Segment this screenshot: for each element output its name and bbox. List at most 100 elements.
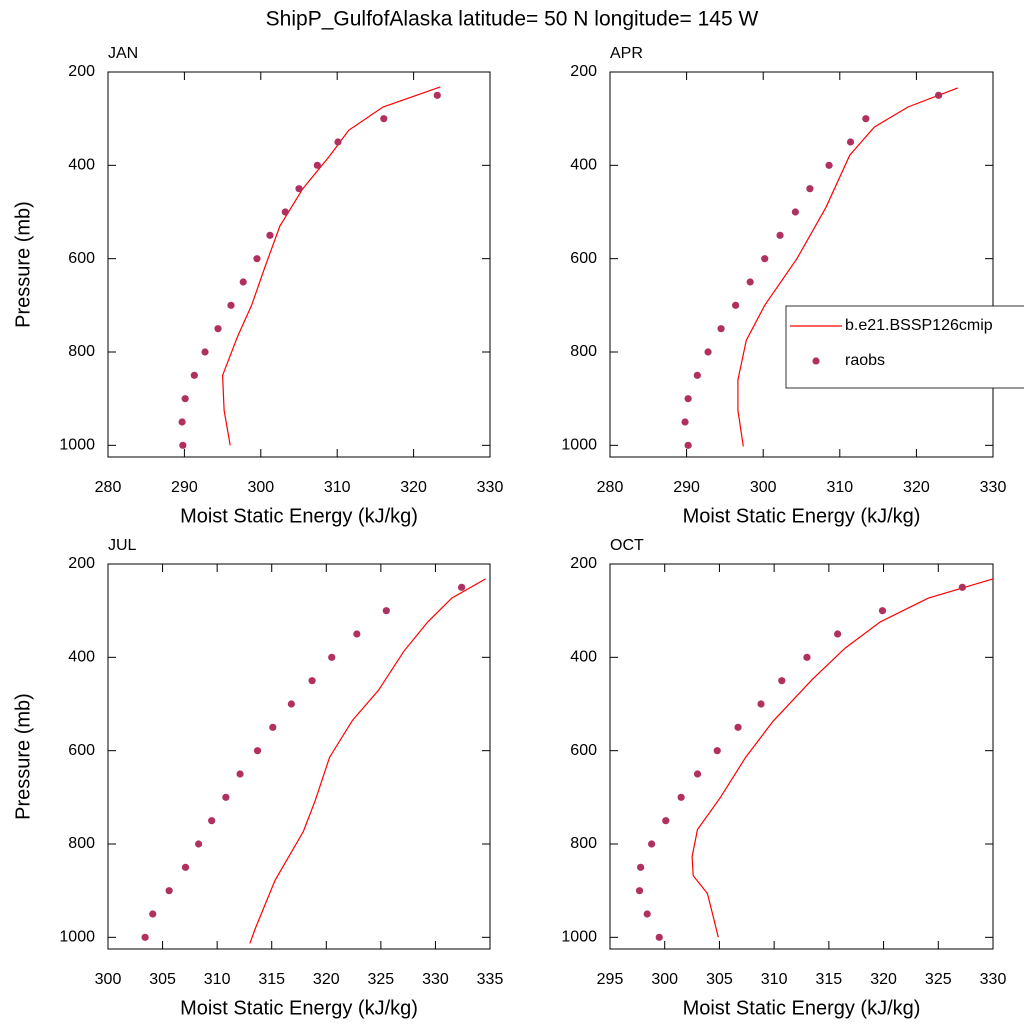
obs-point bbox=[313, 161, 321, 169]
legend-label: b.e21.BSSP126cmip bbox=[845, 317, 993, 334]
x-tick-label: 330 bbox=[980, 479, 1007, 496]
x-axis-label: Moist Static Energy (kJ/kg) bbox=[180, 505, 418, 527]
panel: 300 305 310 315 320 325 330 335 200 400 600 800 1000… bbox=[12, 537, 503, 1019]
obs-point bbox=[433, 91, 441, 99]
obs-point bbox=[717, 325, 725, 333]
obs-point bbox=[190, 371, 198, 379]
y-tick-label: 200 bbox=[68, 63, 95, 80]
panel: 280 290 300 310 320 330 200 400 600 800 1000 APR Moi… bbox=[561, 45, 1024, 527]
obs-point bbox=[239, 278, 247, 286]
y-tick-label: 400 bbox=[68, 649, 95, 666]
panel: 280 290 300 310 320 330 200 400 600 800 1000 JAN Moi… bbox=[12, 45, 503, 527]
obs-point bbox=[253, 255, 261, 263]
y-axis-label: Pressure (mb) bbox=[12, 693, 34, 820]
obs-point bbox=[681, 418, 689, 426]
y-tick-label: 600 bbox=[68, 742, 95, 759]
obs-point bbox=[353, 630, 361, 638]
obs-point bbox=[308, 677, 316, 685]
obs-point bbox=[194, 840, 203, 848]
obs-point bbox=[635, 887, 644, 895]
plot-frame bbox=[609, 71, 994, 458]
plot-frame bbox=[107, 563, 491, 950]
plot-frame bbox=[107, 71, 491, 458]
obs-point bbox=[178, 418, 186, 426]
obs-point bbox=[806, 185, 814, 193]
obs-point bbox=[179, 441, 187, 449]
obs-point bbox=[287, 700, 295, 708]
obs-point bbox=[732, 301, 740, 309]
y-tick-label: 1000 bbox=[59, 929, 95, 946]
x-tick-label: 315 bbox=[816, 971, 843, 988]
y-tick-label: 800 bbox=[570, 343, 597, 360]
x-tick-label: 335 bbox=[477, 971, 504, 988]
obs-point bbox=[334, 138, 342, 146]
panel-title: OCT bbox=[610, 537, 644, 554]
panel: 295 300 305 310 315 320 325 330 200 400 600 800 1000… bbox=[561, 537, 1006, 1019]
obs-point bbox=[149, 910, 157, 918]
obs-point bbox=[846, 138, 855, 146]
obs-point bbox=[803, 653, 811, 661]
obs-point bbox=[713, 747, 721, 755]
x-tick-label: 280 bbox=[95, 479, 122, 496]
obs-point bbox=[637, 863, 645, 871]
profile-line bbox=[249, 578, 486, 944]
obs-point bbox=[776, 231, 784, 239]
y-tick-label: 200 bbox=[68, 555, 95, 572]
obs-point bbox=[677, 793, 685, 801]
obs-point bbox=[222, 793, 230, 801]
obs-point bbox=[878, 607, 887, 615]
obs-point bbox=[328, 653, 336, 661]
legend-marker bbox=[812, 357, 820, 365]
obs-point bbox=[201, 348, 209, 356]
x-tick-label: 330 bbox=[980, 971, 1007, 988]
x-tick-label: 320 bbox=[313, 971, 340, 988]
obs-point bbox=[380, 115, 388, 123]
x-tick-label: 300 bbox=[750, 479, 777, 496]
obs-point bbox=[208, 817, 216, 825]
y-tick-label: 400 bbox=[570, 649, 597, 666]
plot-frame bbox=[609, 563, 994, 950]
x-tick-label: 320 bbox=[400, 479, 427, 496]
x-tick-label: 295 bbox=[597, 971, 624, 988]
x-tick-label: 300 bbox=[247, 479, 274, 496]
legend-box bbox=[785, 305, 1024, 389]
x-tick-label: 290 bbox=[673, 479, 700, 496]
obs-point bbox=[643, 910, 651, 918]
profile-line bbox=[737, 87, 959, 447]
x-tick-label: 320 bbox=[903, 479, 930, 496]
y-tick-label: 800 bbox=[68, 343, 95, 360]
obs-point bbox=[281, 208, 289, 216]
x-tick-label: 325 bbox=[925, 971, 952, 988]
x-tick-label: 310 bbox=[204, 971, 231, 988]
x-axis-label: Moist Static Energy (kJ/kg) bbox=[180, 997, 418, 1019]
obs-point bbox=[236, 770, 244, 778]
obs-point bbox=[958, 583, 966, 591]
x-tick-label: 310 bbox=[761, 971, 788, 988]
x-tick-label: 305 bbox=[706, 971, 733, 988]
y-tick-label: 1000 bbox=[561, 437, 597, 454]
obs-point bbox=[458, 583, 466, 591]
obs-point bbox=[382, 607, 390, 615]
profile-line bbox=[221, 86, 441, 446]
obs-point bbox=[935, 91, 943, 99]
obs-point bbox=[181, 863, 190, 871]
x-tick-label: 310 bbox=[826, 479, 853, 496]
x-tick-label: 315 bbox=[258, 971, 285, 988]
obs-point bbox=[141, 933, 149, 941]
x-tick-label: 300 bbox=[95, 971, 122, 988]
obs-point bbox=[862, 115, 870, 123]
obs-point bbox=[253, 747, 262, 755]
x-tick-label: 325 bbox=[368, 971, 395, 988]
obs-point bbox=[693, 371, 701, 379]
obs-point bbox=[791, 208, 799, 216]
y-tick-label: 200 bbox=[570, 63, 597, 80]
y-tick-label: 800 bbox=[68, 835, 95, 852]
obs-point bbox=[734, 723, 742, 731]
obs-point bbox=[704, 348, 712, 356]
y-tick-label: 400 bbox=[68, 157, 95, 174]
y-tick-label: 600 bbox=[68, 250, 95, 267]
obs-point bbox=[778, 677, 786, 685]
legend-label: raobs bbox=[845, 352, 885, 369]
obs-point bbox=[761, 255, 769, 263]
